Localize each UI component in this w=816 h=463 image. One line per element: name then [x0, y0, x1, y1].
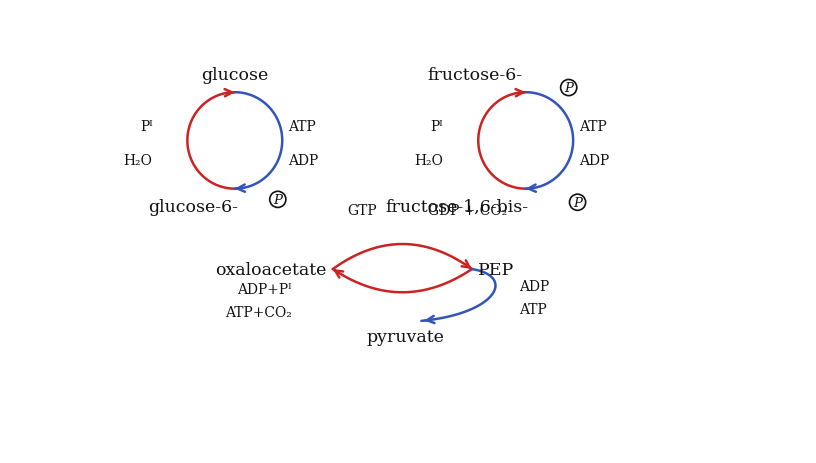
Text: GDP + CO₂: GDP + CO₂ — [428, 204, 507, 218]
Text: P: P — [565, 82, 573, 95]
Text: P: P — [573, 196, 582, 209]
Text: ADP+Pᴵ: ADP+Pᴵ — [237, 282, 292, 296]
Text: ATP: ATP — [289, 120, 317, 134]
Text: ADP: ADP — [519, 279, 550, 294]
Text: fructose-6-: fructose-6- — [428, 67, 522, 84]
Text: fructose-1,6-bis-: fructose-1,6-bis- — [386, 198, 529, 215]
Text: GTP: GTP — [348, 204, 377, 218]
Text: P: P — [273, 194, 282, 206]
Text: Pᴵ: Pᴵ — [140, 120, 153, 134]
Text: PEP: PEP — [478, 261, 515, 278]
Text: ATP: ATP — [579, 120, 607, 134]
Text: ATP+CO₂: ATP+CO₂ — [225, 305, 292, 319]
Text: ATP: ATP — [519, 303, 548, 317]
Text: glucose: glucose — [202, 67, 268, 84]
Text: pyruvate: pyruvate — [366, 328, 445, 345]
Text: ADP: ADP — [579, 154, 610, 168]
Text: Pᴵ: Pᴵ — [431, 120, 444, 134]
Text: H₂O: H₂O — [124, 154, 153, 168]
Text: ADP: ADP — [289, 154, 319, 168]
Text: oxaloacetate: oxaloacetate — [215, 261, 326, 278]
Text: glucose-6-: glucose-6- — [148, 198, 238, 215]
Text: H₂O: H₂O — [415, 154, 444, 168]
